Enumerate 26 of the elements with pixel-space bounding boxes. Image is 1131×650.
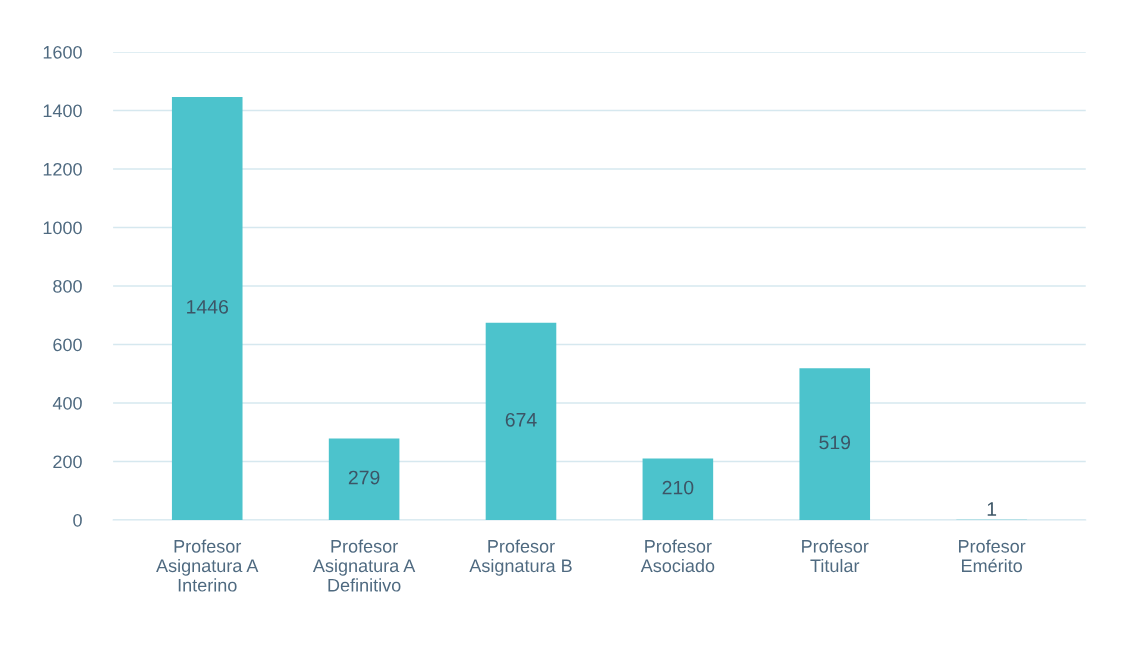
x-tick-label: Profesor Asignatura A Definitivo xyxy=(312,539,416,592)
bar xyxy=(171,97,243,520)
x-tick-label: Profesor Asignatura B xyxy=(469,539,572,576)
bar xyxy=(485,322,557,520)
data-label: 1 xyxy=(987,502,997,516)
y-tick-label: 1000 xyxy=(43,221,82,235)
bar xyxy=(642,458,714,520)
y-tick-label: 200 xyxy=(53,455,82,469)
data-label: 279 xyxy=(348,470,380,485)
y-tick-label: 0 xyxy=(73,513,82,527)
y-tick-label: 1200 xyxy=(43,162,82,176)
y-tick-label: 600 xyxy=(53,338,82,352)
y-tick-label: 1400 xyxy=(43,104,82,118)
x-tick-label: Profesor Titular xyxy=(802,539,869,573)
data-label: 1446 xyxy=(187,299,228,314)
data-label: 519 xyxy=(819,435,851,450)
data-label: 674 xyxy=(505,412,537,427)
bar xyxy=(799,368,871,520)
y-tick-label: 800 xyxy=(53,279,82,293)
data-label: 210 xyxy=(662,480,694,495)
y-tick-label: 400 xyxy=(52,396,82,410)
y-tick-label: 1600 xyxy=(43,45,82,59)
bar xyxy=(328,438,400,520)
x-tick-label: Profesor Emérito xyxy=(959,539,1026,573)
x-tick-label: Profesor Asociado xyxy=(640,539,715,573)
x-tick-label: Profesor Asignatura A Interino xyxy=(156,539,259,592)
